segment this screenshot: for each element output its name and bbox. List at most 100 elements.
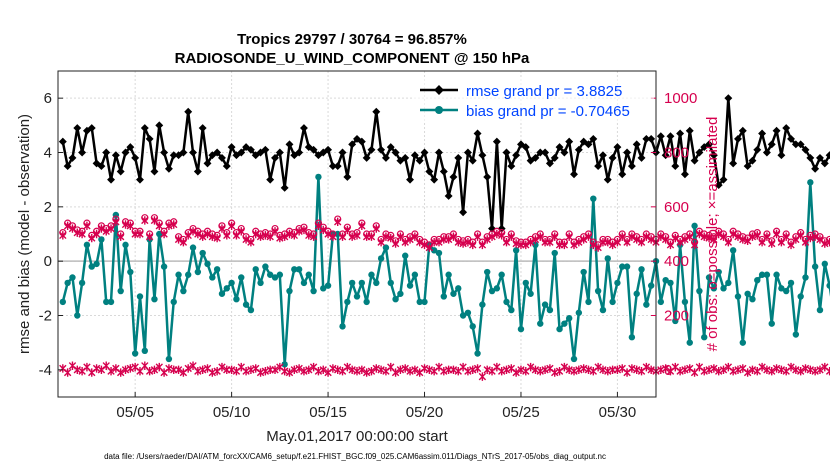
data-point [473,232,482,241]
data-point [758,129,767,138]
data-point [724,237,733,247]
series-3 [59,216,830,252]
data-point [623,148,632,157]
data-point [657,232,665,241]
data-point [353,293,361,300]
data-point [415,237,424,247]
data-point [782,232,790,241]
series-0 [58,94,830,233]
data-point [483,235,491,244]
data-point [87,124,96,133]
data-point [189,227,197,236]
data-point [695,229,704,239]
data-point [526,362,535,372]
data-point [209,274,216,281]
data-point [681,235,689,244]
data-point [242,301,250,308]
data-point [667,279,674,287]
data-point [122,241,129,249]
data-point [671,362,679,372]
data-point [488,287,496,295]
data-point [690,240,699,250]
data-point [295,364,303,373]
data-point [541,301,549,308]
data-point [309,145,318,154]
data-point [473,129,482,138]
data-point [729,366,737,376]
data-point [377,145,386,154]
data-point [377,255,385,262]
data-point [661,364,670,373]
data-point [218,290,226,297]
data-point [507,232,516,241]
data-point [464,309,472,316]
data-point [194,268,202,276]
data-point [93,260,100,268]
data-point [107,224,115,233]
data-point [372,224,380,233]
data-point [806,365,815,375]
data-point [392,296,399,303]
data-point [560,148,569,157]
data-point [512,247,520,254]
data-point [657,298,665,306]
data-point [103,298,110,306]
data-point [796,231,805,240]
data-point [445,271,452,278]
data-point [796,366,805,376]
data-point [127,268,134,276]
data-point [686,339,693,346]
data-point [136,229,144,239]
data-point [806,153,815,162]
data-point [291,266,298,273]
data-point [719,175,728,184]
data-point [449,172,458,181]
data-point [782,124,791,133]
data-point [579,235,588,244]
data-point [98,236,105,243]
data-point [155,221,163,231]
data-point [807,179,814,186]
data-point [150,167,159,176]
data-point [358,365,366,375]
data-point [246,145,255,154]
x-tick-label: 05/10 [213,404,251,421]
data-point [136,175,144,184]
data-point [768,320,775,327]
data-point [710,285,718,292]
y-tick-label-left: 4 [44,145,52,162]
data-point [725,279,732,287]
data-point [266,175,275,184]
data-point [238,274,245,281]
data-point [772,126,781,135]
data-point [63,368,72,377]
y-tick-label-right: 800 [664,145,689,162]
y-tick-label-left: 0 [44,253,52,270]
data-point [537,320,544,327]
data-point [768,366,776,376]
data-point [184,364,192,373]
data-point [802,274,809,281]
data-point [613,143,622,152]
data-point [565,232,573,241]
data-point [339,323,346,330]
data-point [179,148,188,157]
data-point [401,153,410,162]
data-point [285,140,294,149]
data-point [778,285,785,292]
data-point [338,232,347,241]
data-point [179,237,188,247]
data-point [102,227,110,236]
data-point [768,239,776,248]
data-point [492,137,501,146]
data-point [271,274,279,281]
data-point [608,240,617,250]
data-point [580,268,587,276]
data-point [300,279,308,287]
y-tick-label-left: -4 [39,362,52,379]
data-point [729,159,738,168]
data-point [608,153,617,162]
data-point [666,132,675,141]
data-point [734,134,742,143]
data-point [266,271,274,278]
